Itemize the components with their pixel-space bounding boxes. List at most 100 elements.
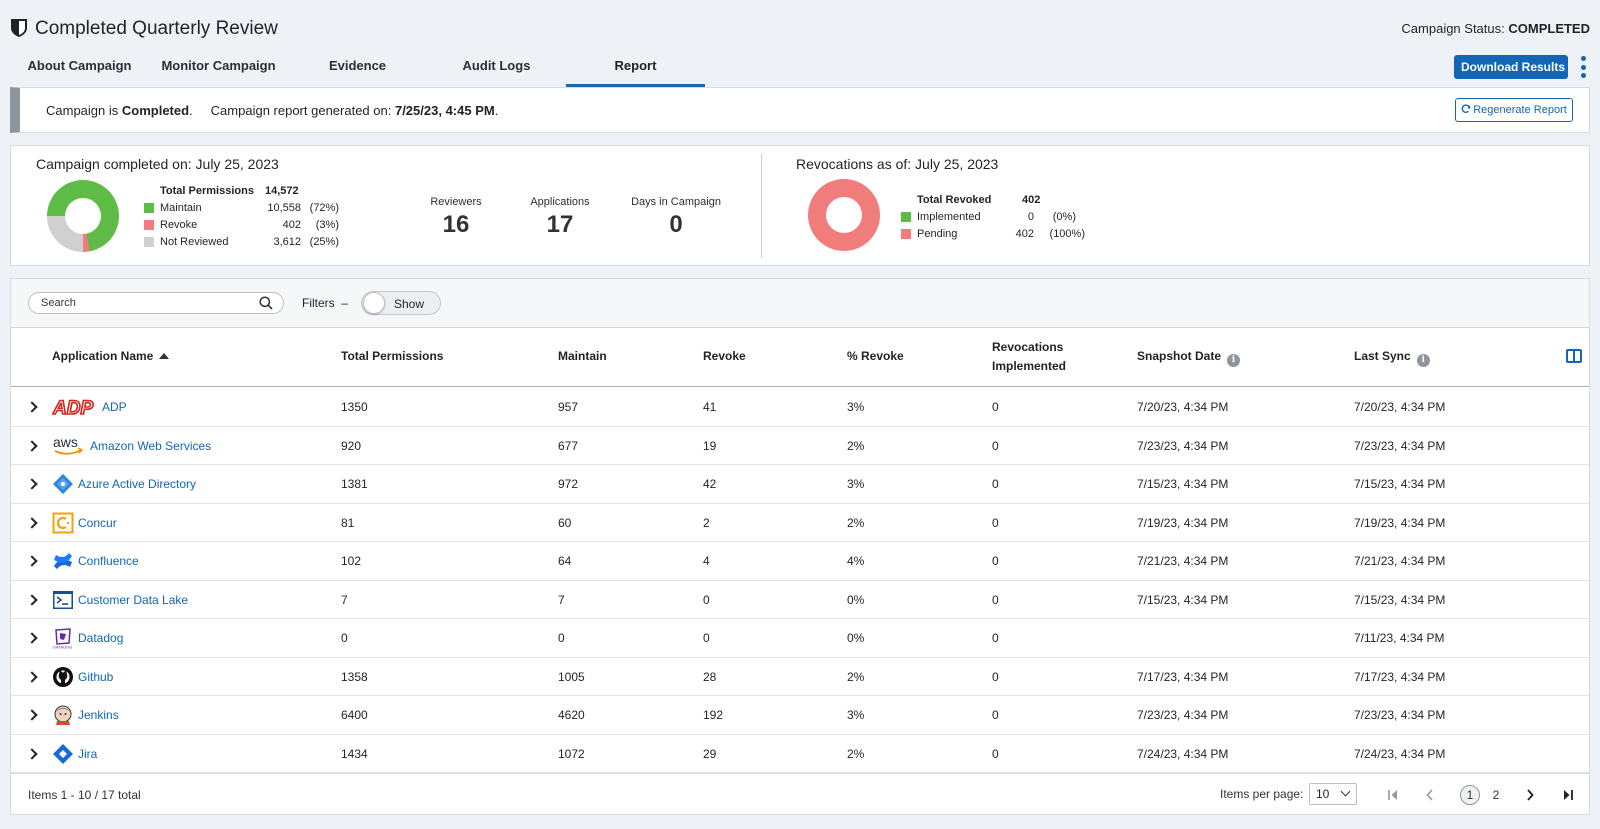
application-link[interactable]: Datadog <box>78 631 124 645</box>
expand-row-chevron-icon[interactable] <box>27 400 39 414</box>
first-page-icon[interactable] <box>1383 785 1403 805</box>
cell-pct-revoke: 4% <box>847 554 865 568</box>
cell-snapshot-date: 7/20/23, 4:34 PM <box>1137 400 1229 414</box>
regenerate-report-button[interactable]: Regenerate Report <box>1455 98 1573 122</box>
search-input[interactable] <box>41 296 251 310</box>
expand-row-chevron-icon[interactable] <box>27 516 39 530</box>
column-header-pct-revoke[interactable]: % Revoke <box>847 349 904 363</box>
cell-total-permissions: 7 <box>341 592 348 607</box>
permissions-donut-chart <box>47 180 119 252</box>
expand-row-chevron-icon[interactable] <box>27 554 39 568</box>
column-chooser-icon[interactable] <box>1566 349 1582 363</box>
expand-row-chevron-icon[interactable] <box>27 708 39 722</box>
filters-text: Filters <box>302 296 335 310</box>
cell-pct-revoke: 3% <box>847 708 865 722</box>
tab-about-campaign[interactable]: About Campaign <box>27 58 132 73</box>
tab-monitor-campaign[interactable]: Monitor Campaign <box>161 58 276 73</box>
expand-row-chevron-icon[interactable] <box>27 747 39 761</box>
cell-revoke: 19 <box>703 438 717 453</box>
application-link[interactable]: Azure Active Directory <box>78 477 197 491</box>
page-2-button[interactable]: 2 <box>1492 788 1500 802</box>
application-link[interactable]: ADP <box>102 400 127 414</box>
cell-snapshot-date: 7/24/23, 4:34 PM <box>1137 746 1229 761</box>
search-icon[interactable] <box>259 296 273 310</box>
application-link[interactable]: Github <box>78 669 114 684</box>
cell-revocations-implemented: 0 <box>992 708 999 722</box>
cell-maintain: 64 <box>558 554 572 568</box>
stat-value: 17 <box>546 211 574 238</box>
download-results-button[interactable]: Download Results <box>1454 55 1568 95</box>
total-permissions-value: 14,572 <box>265 184 299 197</box>
table-row: Jira 1434 1072 29 2% 0 7/24/23, 4:34 PM 7/24/23… <box>11 735 1589 773</box>
items-count: Items 1 - 10 / 17 total <box>28 788 141 802</box>
cell-revocations-implemented: 0 <box>992 592 999 607</box>
page-1-button[interactable]: 1 <box>1460 785 1480 805</box>
legend-label: Revoke <box>160 218 198 231</box>
tab-report[interactable]: Report <box>566 50 705 87</box>
cell-application-name: Jenkins <box>52 704 119 726</box>
filters-toggle[interactable]: Show <box>361 291 441 315</box>
cell-application-name: Jira <box>52 743 97 765</box>
cell-maintain: 60 <box>558 515 572 530</box>
application-link[interactable]: Customer Data Lake <box>78 592 189 607</box>
items-per-page-select[interactable]: 10 <box>1309 783 1357 805</box>
column-header-snapshot-date[interactable]: Snapshot Date i <box>1137 347 1241 367</box>
application-link[interactable]: Confluence <box>78 554 139 568</box>
expand-row-chevron-icon[interactable] <box>27 477 39 491</box>
cell-pct-revoke: 3% <box>847 477 865 491</box>
application-link[interactable]: Jira <box>78 746 98 761</box>
column-header-total-permissions[interactable]: Total Permissions <box>341 349 444 363</box>
permissions-legend: Total Permissions 14,572 Maintain 10,558… <box>144 182 344 250</box>
cell-snapshot-date: 7/23/23, 4:34 PM <box>1137 708 1229 722</box>
expand-row-chevron-icon[interactable] <box>27 670 39 684</box>
info-icon[interactable]: i <box>1227 354 1241 367</box>
download-results-label: Download Results <box>1461 60 1566 74</box>
tab-evidence[interactable]: Evidence <box>328 58 387 73</box>
application-link[interactable]: Concur <box>78 515 117 530</box>
last-page-icon[interactable] <box>1558 785 1578 805</box>
sort-ascending-icon <box>159 353 170 359</box>
legend-implemented: Implemented 0 (0%) <box>901 208 1101 225</box>
days-in-campaign-stat: Days in Campaign 0 <box>616 196 736 239</box>
legend-label: Maintain <box>160 201 202 214</box>
column-header-revocations-implemented[interactable]: Revocations Implemented <box>992 338 1066 376</box>
header: Completed Quarterly Review Campaign Stat… <box>0 0 1600 60</box>
confluence-logo-icon <box>52 550 74 572</box>
info-icon[interactable]: i <box>1416 354 1430 367</box>
total-revoked-value: 402 <box>1022 193 1041 206</box>
next-page-icon[interactable] <box>1520 785 1540 805</box>
table-row: aws Amazon Web Services 920 677 19 2% 0 7/23/23… <box>11 427 1589 465</box>
table-footer: Items 1 - 10 / 17 total Items per page: … <box>11 773 1589 815</box>
expand-row-chevron-icon[interactable] <box>27 631 39 645</box>
more-options-icon[interactable] <box>1580 56 1586 78</box>
cell-revocations-implemented: 0 <box>992 746 999 761</box>
cell-revoke: 0 <box>703 592 710 607</box>
total-permissions-label: Total Permissions <box>160 184 254 197</box>
column-header-application-name[interactable]: Application Name <box>52 347 170 366</box>
application-link[interactable]: Amazon Web Services <box>90 438 212 453</box>
expand-row-chevron-icon[interactable] <box>27 593 39 607</box>
revoke-swatch <box>144 219 154 230</box>
tab-audit-logs[interactable]: Audit Logs <box>462 58 531 73</box>
column-header-last-sync[interactable]: Last Sync i <box>1354 347 1430 367</box>
legend-value: 402 <box>282 218 301 231</box>
applications-stat: Applications 17 <box>505 196 615 239</box>
column-header-maintain[interactable]: Maintain <box>558 349 607 363</box>
cell-last-sync: 7/23/23, 4:34 PM <box>1354 708 1446 722</box>
refresh-icon <box>1461 104 1471 113</box>
application-link[interactable]: Jenkins <box>78 708 119 722</box>
column-label-line2: Implemented <box>992 359 1067 373</box>
legend-value: 0 <box>1027 210 1034 223</box>
svg-text:DATADOG: DATADOG <box>53 645 72 650</box>
legend-value: 402 <box>1015 227 1034 240</box>
status-banner: Campaign is Completed. Campaign report ge… <box>10 87 1590 133</box>
total-permissions-row: Total Permissions 14,572 <box>144 182 344 199</box>
concur-logo-icon <box>52 512 74 534</box>
column-header-revoke[interactable]: Revoke <box>703 349 746 363</box>
previous-page-icon[interactable] <box>1420 785 1440 805</box>
svg-text:ADP: ADP <box>52 398 93 418</box>
items-per-page-value: 10 <box>1316 787 1330 801</box>
chevron-down-icon <box>1340 786 1351 797</box>
campaign-summary: Campaign completed on: July 25, 2023 Tot… <box>10 145 1590 266</box>
expand-row-chevron-icon[interactable] <box>27 439 39 453</box>
